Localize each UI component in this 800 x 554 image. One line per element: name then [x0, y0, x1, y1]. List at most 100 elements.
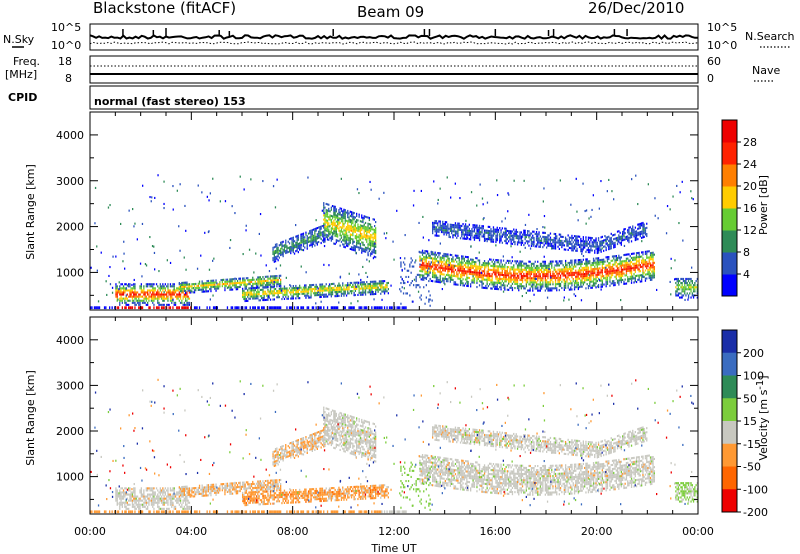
power-cell — [532, 266, 534, 269]
power-cell — [363, 235, 365, 238]
power-cell — [345, 238, 348, 241]
power-cell — [559, 233, 562, 236]
power-cell — [292, 293, 294, 296]
power-cell — [130, 287, 132, 290]
power-cell — [582, 238, 584, 241]
power-cell — [451, 258, 453, 261]
power-cell — [462, 284, 464, 287]
power-cell — [584, 244, 586, 247]
power-cell — [562, 242, 564, 245]
power-cell — [323, 295, 325, 298]
power-cell — [641, 222, 643, 225]
power-cell — [646, 267, 648, 270]
power-cell — [534, 266, 536, 269]
power-cell — [544, 242, 546, 245]
power-cell — [619, 271, 621, 274]
power-cell — [497, 288, 500, 291]
power-cell — [600, 250, 602, 253]
power-cell — [363, 229, 365, 232]
power-cell — [551, 277, 553, 280]
power-cell — [552, 245, 554, 248]
power-cell — [361, 224, 363, 227]
power-cell — [325, 211, 327, 214]
power-cell — [244, 279, 246, 282]
power-cell — [324, 293, 326, 296]
power-cell — [328, 287, 330, 290]
power-cell — [495, 281, 497, 284]
power-cell — [594, 239, 596, 242]
power-cell — [344, 213, 346, 216]
power-cell — [188, 303, 191, 306]
power-cell — [551, 289, 553, 292]
power-cell — [619, 264, 621, 267]
power-cell — [373, 247, 375, 250]
power-cell — [630, 234, 633, 237]
power-cell — [622, 233, 624, 236]
power-cell — [425, 264, 427, 267]
power-cell — [358, 213, 360, 216]
power-cell — [125, 301, 127, 304]
power-cell — [603, 249, 605, 252]
power-cell — [538, 266, 540, 269]
power-cell — [596, 259, 598, 262]
power-cell — [147, 293, 149, 296]
power-cell — [315, 292, 317, 295]
power-cell — [611, 280, 614, 283]
power-cell — [312, 243, 315, 246]
power-cell — [539, 241, 541, 244]
power-cell — [595, 257, 597, 260]
power-cell — [680, 277, 682, 280]
power-cell — [615, 273, 617, 276]
power-cell — [272, 294, 274, 297]
power-cell — [335, 241, 337, 244]
power-cell — [452, 266, 454, 269]
power-cell — [457, 263, 459, 266]
power-cell — [349, 306, 351, 310]
power-cell — [639, 270, 641, 273]
power-cell — [171, 299, 173, 302]
power-cell — [613, 269, 615, 272]
power-cell — [292, 240, 294, 243]
power-cell — [632, 227, 634, 230]
power-cell — [245, 287, 248, 290]
power-cell — [506, 284, 508, 287]
power-cell — [637, 274, 639, 277]
power-cell — [527, 242, 529, 245]
power-cell — [357, 225, 359, 228]
power-cell — [567, 240, 569, 243]
freq-right-tick-bottom: 0 — [707, 72, 714, 85]
power-cell — [434, 274, 436, 277]
power-cell — [166, 297, 168, 300]
power-cell — [191, 283, 193, 286]
power-cell — [473, 265, 476, 268]
power-cell — [273, 283, 275, 286]
power-cell — [337, 214, 339, 217]
power-cell — [489, 232, 491, 235]
power-cell — [532, 277, 534, 280]
power-cell — [338, 221, 340, 224]
power-cell — [457, 230, 459, 233]
power-cell — [358, 236, 360, 239]
power-cell — [578, 273, 581, 276]
power-cell — [150, 299, 153, 302]
power-cell — [245, 297, 248, 300]
power-cell — [523, 272, 525, 275]
power-cell — [487, 264, 489, 267]
power-cell — [616, 230, 619, 233]
power-cell — [609, 270, 611, 273]
power-cell — [291, 287, 293, 290]
power-cell — [532, 240, 534, 243]
power-cell — [649, 278, 652, 281]
power-cell — [342, 222, 344, 225]
power-cell — [473, 273, 476, 276]
power-cell — [614, 271, 616, 274]
power-cell — [324, 287, 326, 290]
power-cell — [575, 282, 577, 285]
power-cell — [467, 262, 469, 265]
power-cell — [516, 231, 519, 234]
power-cell — [494, 285, 496, 288]
power-cell — [603, 277, 605, 280]
power-cell — [424, 266, 426, 269]
power-cell — [651, 264, 653, 267]
power-cell — [633, 273, 635, 276]
